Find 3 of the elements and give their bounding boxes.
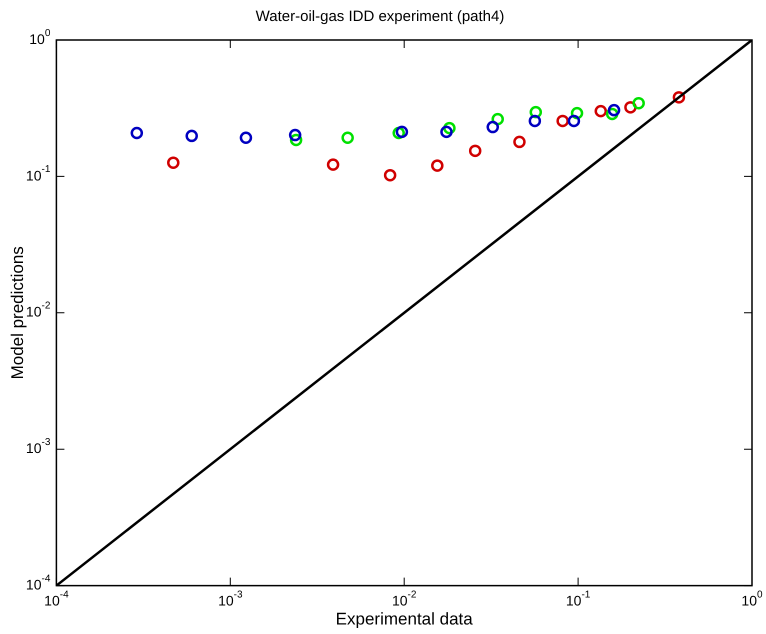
chart-title: Water-oil-gas IDD experiment (path4): [256, 8, 504, 26]
x-axis-title: Experimental data: [336, 609, 474, 628]
y-axis-title: Model predictions: [8, 246, 27, 380]
